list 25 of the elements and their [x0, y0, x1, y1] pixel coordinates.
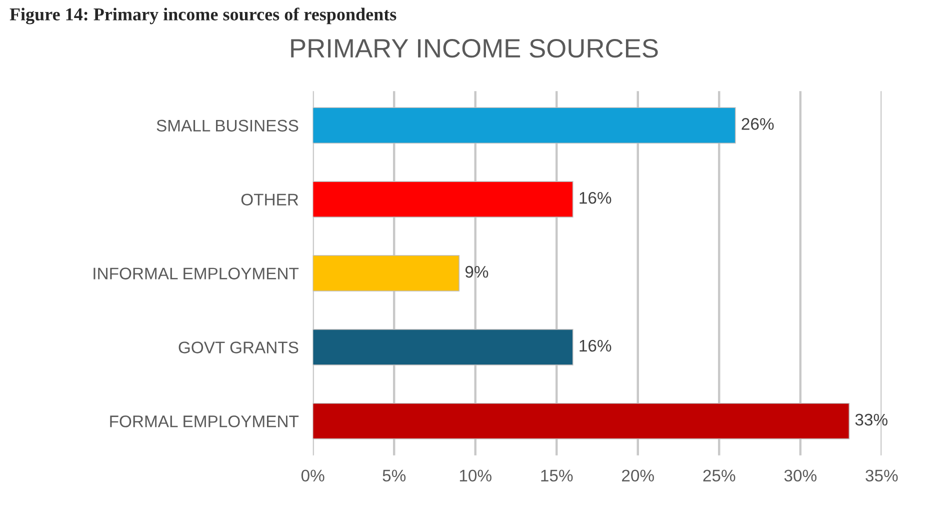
- y-tick-label: SMALL BUSINESS: [156, 120, 298, 132]
- data-label: 16%: [580, 192, 612, 204]
- y-tick-label: INFORMAL EMPLOYMENT: [94, 268, 299, 280]
- x-tick-label: 35%: [866, 470, 898, 482]
- x-tick-label: 0%: [301, 470, 324, 482]
- x-tick-label: 30%: [784, 470, 816, 482]
- bar: [312, 329, 574, 366]
- bar: [312, 255, 460, 292]
- x-tick-label: 20%: [622, 470, 654, 482]
- chart-title: PRIMARY INCOME SOURCES: [291, 38, 658, 58]
- x-tick-label: 10%: [460, 470, 492, 482]
- bar: [312, 107, 736, 144]
- y-tick-label: FORMAL EMPLOYMENT: [110, 416, 299, 428]
- y-tick-label: OTHER: [241, 194, 298, 206]
- x-tick-label: 15%: [541, 470, 573, 482]
- data-label: 9%: [465, 266, 488, 278]
- bar: [312, 402, 850, 440]
- x-tick-label: 25%: [703, 470, 736, 482]
- data-label: 33%: [855, 414, 888, 426]
- y-tick-label: GOVT GRANTS: [178, 342, 298, 354]
- x-tick-label: 5%: [382, 470, 406, 482]
- caption: Figure 14: Primary income sources of respondents: [10, 8, 396, 24]
- data-label: 16%: [580, 340, 612, 352]
- data-label: 26%: [742, 118, 774, 130]
- bar: [312, 181, 574, 218]
